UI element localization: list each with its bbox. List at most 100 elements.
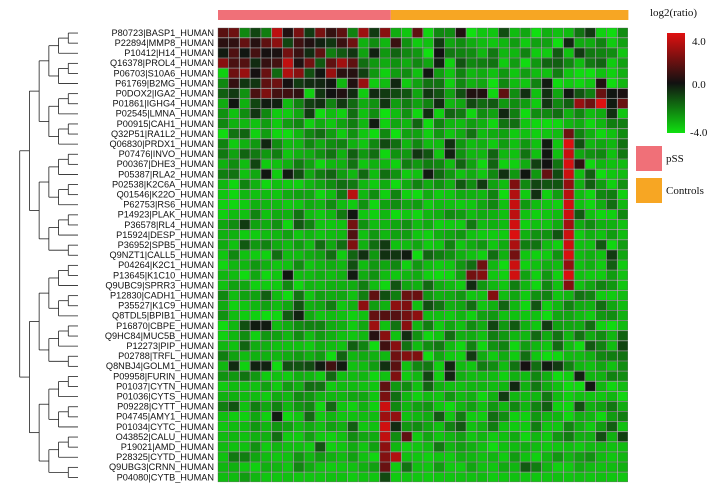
heatmap-cell (239, 169, 250, 180)
heatmap-cell (541, 401, 553, 412)
heatmap-cell (315, 169, 326, 180)
heatmap-cell (552, 138, 564, 149)
heatmap-cell (293, 128, 304, 139)
heatmap-cell (336, 381, 348, 392)
heatmap-cell (271, 169, 283, 180)
heatmap-cell (325, 128, 337, 139)
heatmap-cell (444, 229, 456, 240)
heatmap-cell (336, 452, 348, 462)
heatmap-cell (239, 260, 250, 270)
heatmap-cell (336, 340, 348, 351)
heatmap-cell (228, 330, 240, 341)
heatmap-cell (304, 270, 315, 281)
heatmap-cell (217, 229, 229, 240)
heatmap-cell (455, 27, 466, 38)
heatmap-cell (325, 118, 337, 129)
heatmap-cell (282, 88, 294, 99)
heatmap-cell (423, 320, 434, 331)
heatmap-cell (271, 431, 283, 442)
heatmap-cell (379, 421, 391, 432)
heatmap-cell (293, 229, 304, 240)
heatmap-cell (585, 199, 596, 210)
heatmap-cell (261, 159, 272, 169)
heatmap-cell (282, 270, 294, 281)
heatmap-cell (574, 189, 585, 200)
heatmap-cell (293, 310, 304, 321)
heatmap-cell (552, 462, 564, 472)
row-label: P04264|K2C1_HUMAN (118, 260, 214, 270)
heatmap-cell (574, 290, 585, 301)
heatmap-cell (606, 300, 618, 311)
heatmap-cell (315, 128, 326, 139)
heatmap-cell (293, 421, 304, 432)
heatmap-cell (358, 58, 369, 68)
heatmap-cell (379, 371, 391, 382)
row-label: P19021|AMD_HUMAN (121, 442, 214, 452)
heatmap-cell (261, 199, 272, 210)
heatmap-cell (541, 300, 553, 311)
heatmap-cell (563, 441, 574, 452)
heatmap-cell (228, 159, 240, 169)
heatmap-cell (401, 320, 412, 331)
heatmap-cell (217, 159, 229, 169)
heatmap-cell (304, 330, 315, 341)
heatmap-cell (379, 381, 391, 392)
heatmap-cell (455, 391, 466, 402)
heatmap-cell (261, 431, 272, 442)
heatmap-cell (412, 169, 423, 180)
heatmap-cell (531, 401, 542, 412)
heatmap-cell (433, 300, 445, 311)
heatmap-cell (487, 169, 499, 180)
heatmap-cell (552, 128, 564, 139)
heatmap-cell (358, 239, 369, 250)
heatmap-cell (271, 27, 283, 38)
heatmap-cell (379, 169, 391, 180)
heatmap-cell (423, 78, 434, 89)
heatmap-cell (585, 462, 596, 472)
heatmap-cell (444, 108, 456, 119)
heatmap-cell (444, 431, 456, 442)
heatmap-cell (466, 441, 477, 452)
heatmap-cell (487, 310, 499, 321)
heatmap-cell (617, 149, 628, 159)
heatmap-cell (304, 229, 315, 240)
heatmap-cell (444, 310, 456, 321)
heatmap-cell (390, 179, 402, 190)
heatmap-cell (541, 189, 553, 200)
heatmap-cell (606, 199, 618, 210)
heatmap-cell (304, 472, 315, 483)
heatmap-cell (261, 351, 272, 361)
heatmap-cell (412, 98, 423, 109)
heatmap-cell (390, 391, 402, 402)
heatmap-cell (498, 48, 510, 58)
heatmap-cell (595, 209, 607, 220)
row-label: P80723|BASP1_HUMAN (112, 28, 214, 38)
heatmap-cell (282, 159, 294, 169)
heatmap-cell (358, 351, 369, 361)
heatmap-cell (466, 219, 477, 230)
heatmap-cell (541, 371, 553, 382)
heatmap-cell (217, 462, 229, 472)
heatmap-cell (293, 260, 304, 270)
heatmap-cell (261, 270, 272, 281)
heatmap-cell (401, 381, 412, 392)
heatmap-cell (228, 98, 240, 109)
heatmap-cell (574, 37, 585, 48)
heatmap-cell (585, 351, 596, 361)
heatmap-cell (228, 199, 240, 210)
heatmap-cell (477, 179, 488, 190)
heatmap-cell (509, 239, 520, 250)
heatmap-cell (390, 250, 402, 260)
heatmap-cell (487, 98, 499, 109)
heatmap-cell (509, 391, 520, 402)
row-label: P0DOX2|IGA2_HUMAN (116, 88, 214, 98)
heatmap-cell (466, 98, 477, 109)
heatmap-cell (293, 149, 304, 159)
heatmap-cell (217, 310, 229, 321)
heatmap-cell (261, 310, 272, 321)
heatmap-cell (347, 159, 358, 169)
heatmap-cell (520, 128, 531, 139)
heatmap-cell (293, 320, 304, 331)
heatmap-cell (520, 441, 531, 452)
heatmap-cell (282, 351, 294, 361)
